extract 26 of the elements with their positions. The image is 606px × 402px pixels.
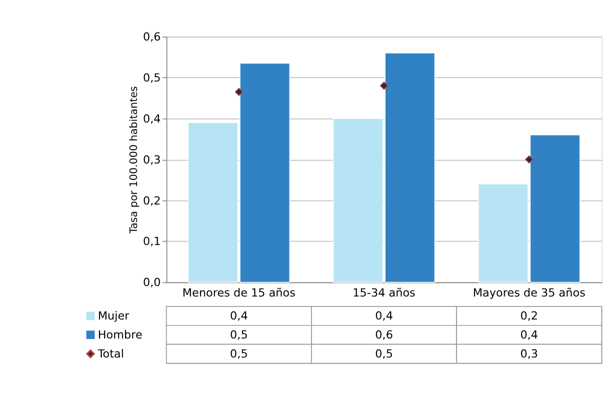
point	[380, 82, 388, 90]
point	[525, 155, 534, 164]
y-tick-label: 0,1	[142, 235, 161, 248]
y-tick-label: 0,4	[142, 112, 161, 126]
legend-label: Total	[96, 347, 124, 360]
point	[234, 88, 243, 96]
data-label: 0,5	[375, 347, 393, 360]
data-label: 0,4	[375, 309, 393, 322]
data-label: 0,4	[230, 309, 248, 322]
y-tick-label: 0,5	[142, 71, 161, 84]
data-label: 0,5	[230, 328, 248, 342]
y-tick-label: 0,0	[142, 276, 161, 290]
data-label: 0,2	[520, 309, 538, 322]
y-axis-title: Tasa por 100.000 habitantes	[128, 86, 140, 235]
x-tick-label: Menores de 15 años	[182, 286, 296, 300]
data-label: 0,6	[375, 328, 393, 342]
y-tick-label: 0,2	[142, 194, 161, 208]
legend-label: Hombre	[98, 328, 142, 342]
x-tick-label: Mayores de 35 años	[472, 286, 586, 300]
y-tick-label: 0,6	[142, 30, 161, 44]
legend-label: Mujer	[98, 309, 130, 322]
data-label: 0,5	[230, 347, 248, 360]
data-label: 0,3	[520, 347, 538, 360]
data-label: 0,4	[520, 328, 538, 342]
x-tick-label: 15-34 años	[352, 286, 416, 300]
y-tick-label: 0,3	[142, 153, 161, 166]
